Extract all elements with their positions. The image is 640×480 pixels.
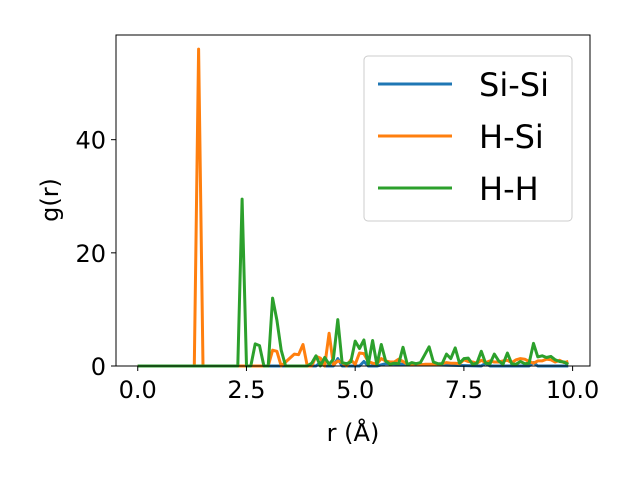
y-tick-label: 0	[91, 353, 106, 381]
x-tick-label: 10.0	[546, 376, 599, 404]
x-tick-label: 5.0	[336, 376, 374, 404]
x-tick-label: 7.5	[445, 376, 483, 404]
legend: Si-Si H-Si H-H	[363, 55, 573, 222]
x-tick-label: 0.0	[119, 376, 157, 404]
x-axis-label: r (Å)	[327, 418, 380, 447]
tick-layer: 0.0 2.5 5.0 7.5 10.0 0 20 40	[75, 127, 599, 404]
plot-frame	[115, 34, 591, 367]
legend-label-si-si: Si-Si	[479, 66, 549, 104]
y-tick-label: 40	[75, 127, 106, 155]
x-tick-label: 2.5	[227, 376, 265, 404]
legend-label-h-si: H-Si	[479, 118, 544, 156]
legend-label-h-h: H-H	[479, 170, 539, 208]
y-tick-label: 20	[75, 240, 106, 268]
legend-box	[363, 55, 573, 222]
y-axis-label: g(r)	[36, 178, 64, 222]
